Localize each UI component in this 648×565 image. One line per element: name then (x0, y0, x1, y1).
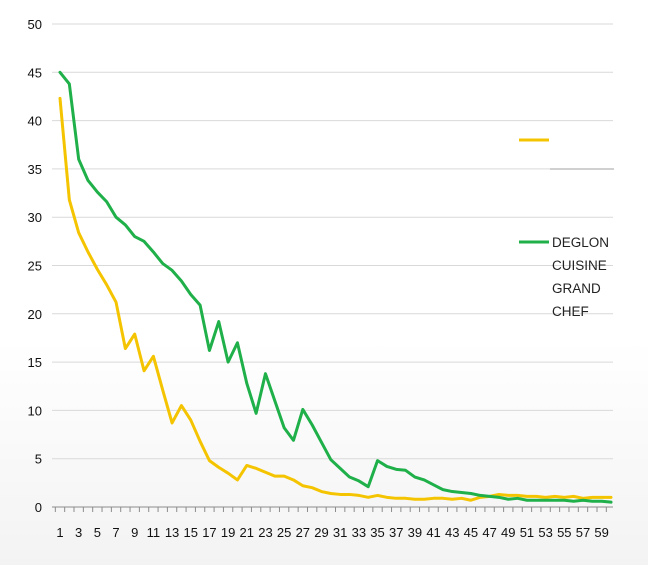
x-tick-label: 27 (296, 525, 310, 540)
x-tick-label: 11 (147, 525, 161, 540)
x-tick-label: 5 (94, 525, 101, 540)
series-line-1 (58, 96, 613, 502)
x-tick-label: 51 (520, 525, 534, 540)
series-lines (58, 70, 613, 504)
x-axis-ticks: 1 3 5 7 9 11 13 15 17 19 21 23 25 27 29 31 33 35 37 39 41 43 4… (54, 507, 609, 540)
x-tick-label: 53 (538, 525, 552, 540)
x-tick-label: 55 (557, 525, 571, 540)
x-tick-label: 19 (221, 525, 235, 540)
legend-label-series-1-obscured (550, 168, 614, 170)
y-tick-label: 25 (28, 259, 42, 274)
x-tick-label: 7 (112, 525, 119, 540)
legend-label-series-2: CHEF (552, 304, 589, 319)
x-tick-label: 3 (75, 525, 82, 540)
y-tick-label: 30 (28, 210, 42, 225)
x-tick-label: 47 (482, 525, 496, 540)
x-tick-label: 57 (576, 525, 590, 540)
legend-label-series-2: CUISINE (552, 258, 607, 273)
legend-label-series-2: DEGLON (552, 235, 609, 250)
x-tick-label: 41 (426, 525, 440, 540)
x-tick-label: 35 (370, 525, 384, 540)
x-tick-label: 39 (408, 525, 422, 540)
legend: DEGLON CUISINE GRAND CHEF (519, 138, 614, 319)
legend-label-series-2: GRAND (552, 281, 601, 296)
y-tick-label: 10 (28, 403, 42, 418)
y-tick-label: 45 (28, 65, 42, 80)
x-tick-label: 49 (501, 525, 515, 540)
x-tick-label: 33 (352, 525, 366, 540)
x-tick-label: 25 (277, 525, 291, 540)
y-tick-label: 35 (28, 162, 42, 177)
x-tick-label: 15 (184, 525, 198, 540)
y-tick-label: 15 (28, 355, 42, 370)
x-tick-label: 23 (258, 525, 272, 540)
series-line-2 (58, 70, 613, 504)
y-tick-label: 50 (28, 17, 42, 32)
y-tick-label: 5 (35, 452, 42, 467)
y-axis-ticks: 0 5 10 15 20 25 30 35 40 45 50 (28, 17, 42, 515)
x-tick-label: 1 (56, 525, 63, 540)
gridlines (52, 23, 613, 508)
x-tick-label: 9 (131, 525, 138, 540)
x-tick-label: 29 (314, 525, 328, 540)
x-tick-label: 59 (594, 525, 608, 540)
x-tick-label: 45 (464, 525, 478, 540)
x-tick-label: 21 (240, 525, 254, 540)
x-tick-label: 37 (389, 525, 403, 540)
x-tick-label: 13 (165, 525, 179, 540)
x-tick-label: 43 (445, 525, 459, 540)
x-tick-label: 17 (202, 525, 216, 540)
y-tick-label: 0 (35, 500, 42, 515)
x-tick-label: 31 (333, 525, 347, 540)
y-tick-label: 40 (28, 114, 42, 129)
y-tick-label: 20 (28, 307, 42, 322)
